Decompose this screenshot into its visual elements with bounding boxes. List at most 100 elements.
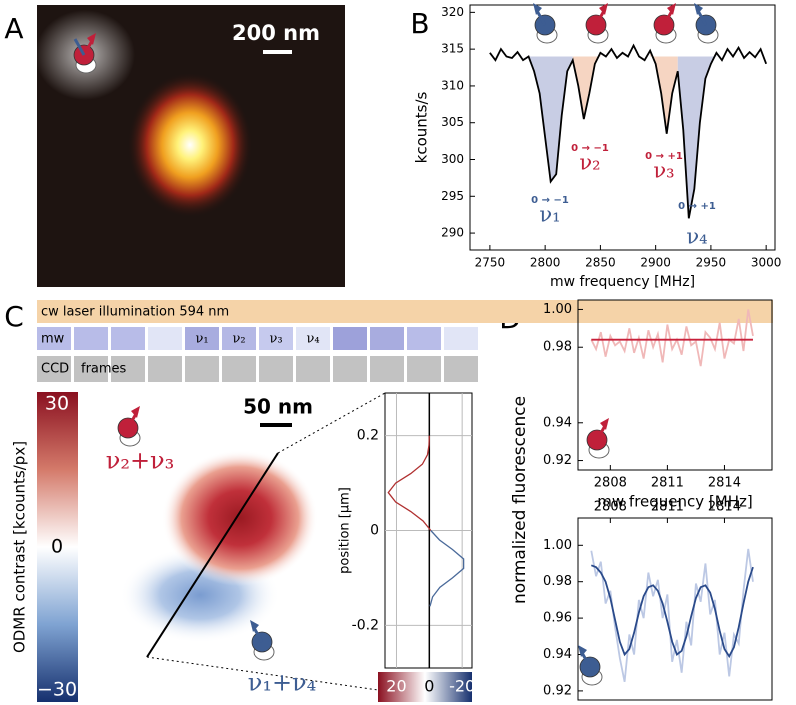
scale-bar-label: 200 nm bbox=[232, 21, 320, 45]
x-axis-label: mw frequency [MHz] bbox=[550, 274, 695, 290]
y-tick-label: 290 bbox=[441, 226, 464, 240]
laser-bar bbox=[37, 300, 773, 323]
spin-icon bbox=[533, 3, 542, 15]
spin-icon bbox=[599, 3, 608, 15]
ccd-text: frames bbox=[81, 362, 127, 377]
y-tick-label: 0.96 bbox=[543, 611, 572, 626]
resonance-label: ν₄ bbox=[686, 225, 707, 249]
plot-frame bbox=[469, 4, 776, 251]
resonance-label: ν₁ bbox=[539, 203, 560, 227]
red-blob bbox=[162, 450, 318, 586]
y-tick-label: 300 bbox=[441, 152, 464, 166]
panel-label: B bbox=[410, 7, 429, 40]
mw-cell-label: ν₃ bbox=[269, 332, 282, 347]
ccd-cell bbox=[37, 356, 71, 382]
colorbar-tick-label: −30 bbox=[37, 679, 77, 701]
x-tick-label: 2750 bbox=[475, 256, 506, 270]
mw-cell bbox=[407, 327, 441, 350]
spin-icon bbox=[694, 3, 703, 15]
colorbar-tick-label: 30 bbox=[45, 393, 69, 415]
x-tick-label: 2811 bbox=[651, 500, 684, 515]
ccd-label: CCD bbox=[41, 362, 69, 377]
mw-cell bbox=[111, 327, 145, 350]
data-line bbox=[590, 309, 754, 367]
x-tick-label: 3000 bbox=[751, 256, 782, 270]
mw-cell-label: ν₄ bbox=[306, 332, 319, 347]
x-tick-label: 2950 bbox=[696, 256, 727, 270]
ccd-cell bbox=[333, 356, 367, 382]
laser-label: cw laser illumination 594 nm bbox=[41, 305, 229, 320]
ccd-cell bbox=[444, 356, 478, 382]
plot-frame bbox=[577, 299, 773, 471]
ccd-cell bbox=[259, 356, 293, 382]
x-tick-label: 2800 bbox=[530, 256, 561, 270]
y-tick-label: 0.98 bbox=[543, 574, 572, 589]
x-tick-label: 2808 bbox=[594, 476, 627, 491]
combined-label: ν₂+ν₃ bbox=[106, 447, 175, 475]
ccd-cell bbox=[370, 356, 404, 382]
y-tick-label: 295 bbox=[441, 189, 464, 203]
mw-label: mw bbox=[41, 332, 65, 347]
x-tick-label: 2808 bbox=[594, 500, 627, 515]
spin-icon bbox=[87, 33, 96, 45]
spin-icon bbox=[600, 418, 609, 430]
mw-cell bbox=[296, 327, 330, 350]
colorbar-tick-label: 0 bbox=[51, 536, 63, 558]
y-axis-label: kcounts/s bbox=[413, 91, 431, 163]
ccd-cell bbox=[148, 356, 182, 382]
shaded-region bbox=[677, 52, 717, 219]
y-tick-label: 320 bbox=[441, 5, 464, 19]
profile-line bbox=[146, 452, 279, 658]
y-tick-label: 0.94 bbox=[543, 415, 572, 430]
profile-line bbox=[387, 435, 432, 531]
y-axis-label: normalized fluorescence bbox=[510, 396, 530, 604]
x-axis-label: mw frequency [MHz] bbox=[597, 493, 752, 511]
combined-label: ν₁+ν₄ bbox=[248, 669, 317, 697]
mw-cell bbox=[74, 327, 108, 350]
transition-label: 0 → +1 bbox=[645, 151, 683, 162]
y-tick-label: -0.2 bbox=[352, 617, 379, 633]
transition-label: 0 → +1 bbox=[678, 201, 716, 212]
panel-label: C bbox=[4, 300, 24, 333]
resonance-label: ν₂ bbox=[579, 151, 600, 175]
x-tick-label: 2811 bbox=[651, 476, 684, 491]
x-tick-label: 2814 bbox=[708, 476, 741, 491]
colorbar bbox=[378, 672, 472, 702]
x-tick-label: -20 bbox=[449, 677, 475, 696]
y-axis-label: position [μm] bbox=[338, 487, 353, 574]
x-tick-label: 2850 bbox=[585, 256, 616, 270]
ccd-cell bbox=[296, 356, 330, 382]
ccd-cell bbox=[222, 356, 256, 382]
mw-cell bbox=[444, 327, 478, 350]
spin-icon bbox=[578, 645, 587, 657]
mw-cell bbox=[333, 327, 367, 350]
ccd-cell bbox=[185, 356, 219, 382]
connector bbox=[146, 656, 379, 691]
y-tick-label: 0.92 bbox=[543, 683, 572, 698]
y-tick-label: 1.00 bbox=[543, 302, 572, 317]
colorbar-label: ODMR contrast [kcounts/px] bbox=[11, 441, 29, 653]
profile-line bbox=[429, 530, 465, 607]
panel-label: A bbox=[4, 12, 23, 45]
spin-icon bbox=[73, 38, 86, 56]
data-line bbox=[489, 43, 768, 219]
mw-cell bbox=[37, 327, 71, 350]
transition-label: 0 → −1 bbox=[531, 195, 569, 206]
mw-cell-label: ν₁ bbox=[195, 332, 208, 347]
x-tick-label: 2814 bbox=[708, 500, 741, 515]
y-tick-label: 0 bbox=[370, 523, 379, 539]
shaded-region bbox=[528, 56, 573, 182]
spin-icon bbox=[250, 620, 259, 632]
mw-cell bbox=[259, 327, 293, 350]
psf-spot bbox=[128, 73, 252, 217]
spin-icon bbox=[667, 3, 676, 15]
x-tick-label: 2900 bbox=[640, 256, 671, 270]
x-tick-label: 20 bbox=[386, 677, 406, 696]
x-tick-label: 0 bbox=[424, 677, 434, 696]
scale-bar-label: 50 nm bbox=[243, 395, 313, 419]
y-tick-label: 1.00 bbox=[543, 538, 572, 553]
mw-cell bbox=[185, 327, 219, 350]
shaded-region bbox=[650, 50, 678, 134]
ccd-cell bbox=[111, 356, 145, 382]
